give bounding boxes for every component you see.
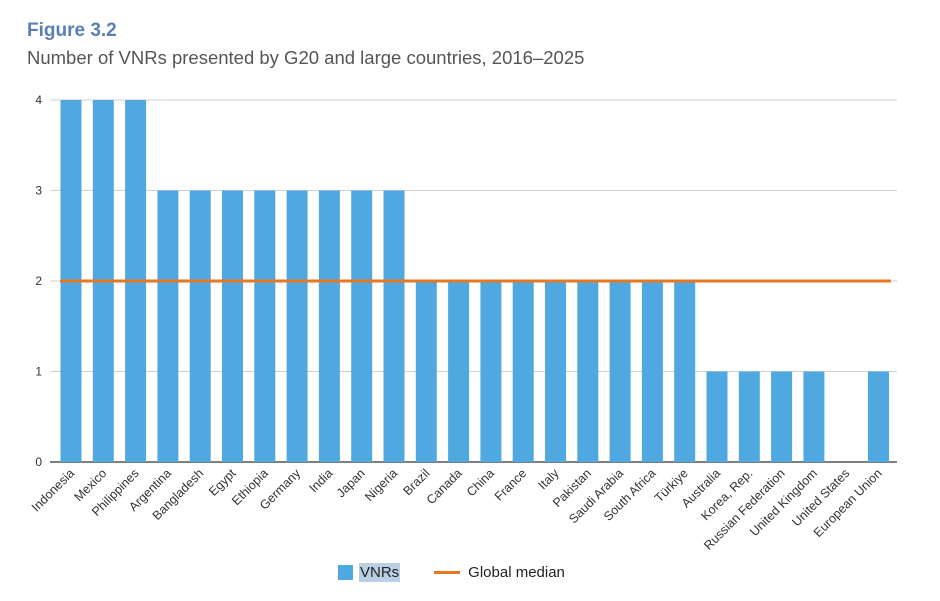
category-label-france: France	[492, 466, 529, 503]
bar-russian-federation	[771, 371, 793, 462]
figure-label: Figure 3.2	[27, 20, 117, 41]
bar-canada	[448, 281, 470, 462]
legend-median-label: Global median	[468, 564, 565, 581]
legend-vnr-swatch	[338, 565, 353, 580]
y-tick-label: 0	[35, 455, 42, 469]
bar-european-union	[868, 371, 889, 462]
bar-pakistan	[577, 281, 599, 462]
y-tick-label: 1	[35, 365, 42, 379]
bar-australia	[706, 371, 728, 462]
figure-title: Number of VNRs presented by G20 and larg…	[27, 47, 585, 68]
bar-france	[512, 281, 534, 462]
category-label-india: India	[306, 466, 335, 495]
y-tick-labels: 0 1 2 3 4	[35, 93, 42, 469]
bar-saudi-arabia	[609, 281, 631, 462]
category-label-indonesia: Indonesia	[29, 466, 77, 514]
y-tick-label: 3	[35, 184, 42, 198]
category-label-italy: Italy	[536, 466, 563, 493]
bar-brazil	[415, 281, 437, 462]
bar-italy	[545, 281, 566, 462]
bar-argentina	[157, 190, 179, 462]
y-tick-label: 2	[35, 274, 42, 288]
bar-t-rkiye	[674, 281, 696, 462]
category-label-canada: Canada	[424, 466, 465, 507]
category-label-nigeria: Nigeria	[362, 466, 400, 504]
legend-vnr-label: VNRs	[359, 563, 401, 582]
bar-japan	[351, 190, 373, 462]
bars	[60, 100, 889, 462]
bar-united-kingdom	[803, 371, 825, 462]
bar-china	[480, 281, 502, 462]
bar-nigeria	[383, 190, 405, 462]
bar-india	[318, 190, 340, 462]
bar-ethiopia	[254, 190, 276, 462]
legend-median-swatch	[434, 571, 461, 574]
y-tick-label: 4	[35, 93, 42, 107]
bar-germany	[286, 190, 308, 462]
legend: VNRs Global median	[338, 563, 565, 582]
category-labels: IndonesiaMexicoPhilippinesArgentinaBangl…	[29, 466, 885, 553]
bar-bangladesh	[189, 190, 211, 462]
bar-korea-rep	[738, 371, 760, 462]
bar-south-africa	[641, 281, 663, 462]
bar-egypt	[222, 190, 243, 462]
